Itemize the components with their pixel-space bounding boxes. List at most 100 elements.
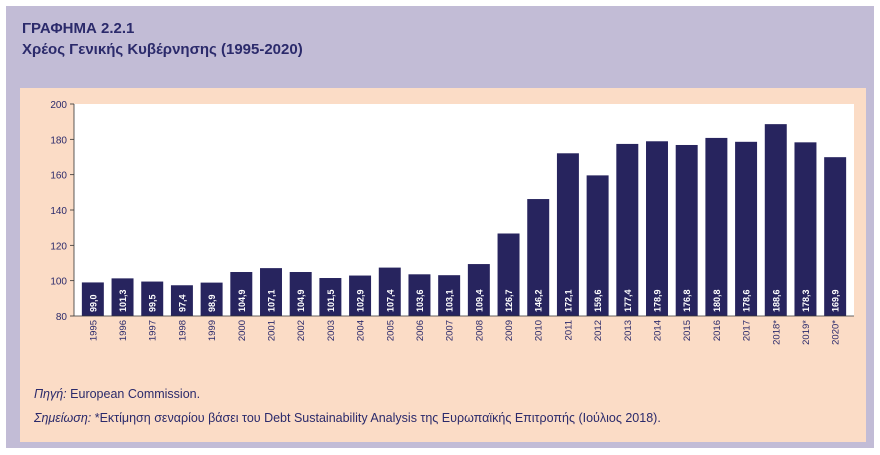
bar xyxy=(586,175,609,316)
figure-frame: ΓΡΑΦΗΜΑ 2.2.1 Χρέος Γενικής Κυβέρνησης (… xyxy=(6,6,874,448)
bar-value-label: 107,1 xyxy=(267,289,277,312)
bar-series: 99,0 101,3 99,5 97,4 98,9 104,9 107,1 104,9 101,… xyxy=(81,124,847,316)
x-tick-label: 1999 xyxy=(207,320,218,341)
bar-value-label: 107,4 xyxy=(385,289,395,312)
bar xyxy=(319,278,342,316)
x-tick-label: 2012 xyxy=(593,320,604,341)
x-tick-label: 2016 xyxy=(712,320,723,341)
source-note: Πηγή: European Commission. xyxy=(34,382,661,406)
bar-value-label: 99,5 xyxy=(148,294,158,312)
bar xyxy=(289,272,312,316)
x-tick-label: 1998 xyxy=(177,320,188,341)
bar-value-label: 101,3 xyxy=(118,289,128,312)
bar xyxy=(705,137,728,316)
figure-code: ΓΡΑΦΗΜΑ 2.2.1 xyxy=(22,20,135,37)
bar-value-label: 169,9 xyxy=(831,289,841,312)
footnote-text: *Εκτίμηση σεναρίου βάσει του Debt Sustai… xyxy=(94,411,661,425)
bar xyxy=(764,124,787,316)
bar-value-label: 102,9 xyxy=(356,289,366,312)
x-tick-label: 2006 xyxy=(415,320,426,341)
bar-value-label: 178,3 xyxy=(801,289,811,312)
bar xyxy=(349,275,372,316)
x-tick-label: 2013 xyxy=(623,320,634,341)
y-tick-label: 180 xyxy=(50,135,67,146)
x-tick-label: 2001 xyxy=(267,320,278,341)
bar-value-label: 109,4 xyxy=(474,289,484,312)
source-label: Πηγή: xyxy=(34,387,67,401)
bar-value-label: 178,6 xyxy=(742,289,752,312)
figure-heading: ΓΡΑΦΗΜΑ 2.2.1 Χρέος Γενικής Κυβέρνησης (… xyxy=(22,18,303,60)
bar-value-label: 177,4 xyxy=(623,289,633,312)
bar xyxy=(378,267,401,316)
figure-title: Χρέος Γενικής Κυβέρνησης (1995-2020) xyxy=(22,41,303,58)
bar-value-label: 180,8 xyxy=(712,289,722,312)
x-tick-label: 2000 xyxy=(237,320,248,341)
bar-value-label: 126,7 xyxy=(504,289,514,312)
bar xyxy=(141,281,164,316)
bar xyxy=(467,264,490,316)
x-tick-label: 1997 xyxy=(148,320,159,341)
bar xyxy=(824,157,847,316)
bar xyxy=(408,274,431,316)
x-tick-label: 2004 xyxy=(356,320,367,341)
y-tick-label: 80 xyxy=(56,312,68,323)
bar-value-label: 98,9 xyxy=(207,294,217,312)
x-tick-label: 2019* xyxy=(801,320,812,345)
bar xyxy=(438,275,461,316)
y-tick-label: 140 xyxy=(50,206,67,217)
bar xyxy=(111,278,134,316)
x-tick-label: 2018* xyxy=(771,320,782,345)
x-tick-label: 2020* xyxy=(831,320,842,345)
x-tick-label: 2014 xyxy=(653,320,664,341)
bar xyxy=(81,282,104,316)
bar-value-label: 172,1 xyxy=(563,289,573,312)
x-tick-label: 2007 xyxy=(445,320,456,341)
y-axis: 80 100 120 140 160 180 200 xyxy=(50,100,75,323)
y-tick-label: 100 xyxy=(50,277,67,288)
bar xyxy=(260,268,282,316)
bar xyxy=(170,285,193,316)
x-tick-label: 1995 xyxy=(88,320,99,341)
bar xyxy=(735,141,758,316)
bar-chart: 80 100 120 140 160 180 200 99,0 101,3 99,5 97,4 98… xyxy=(50,100,854,345)
chart-panel: 80 100 120 140 160 180 200 99,0 101,3 99,5 97,4 98… xyxy=(20,88,866,442)
x-tick-label: 2009 xyxy=(504,320,515,341)
y-tick-label: 200 xyxy=(50,100,67,111)
x-tick-label: 2011 xyxy=(563,320,574,340)
bar-value-label: 188,6 xyxy=(771,289,781,312)
x-tick-label: 2017 xyxy=(742,320,753,341)
bar-value-label: 146,2 xyxy=(534,289,544,312)
bar xyxy=(794,142,817,316)
bar-value-label: 103,1 xyxy=(445,289,455,312)
footnote-label: Σημείωση: xyxy=(34,411,92,425)
bar xyxy=(556,153,579,316)
x-tick-label: 2015 xyxy=(682,320,693,341)
bar xyxy=(527,199,550,316)
bar-value-label: 104,9 xyxy=(237,289,247,312)
bar-value-label: 103,6 xyxy=(415,289,425,312)
bar xyxy=(616,143,639,316)
bar xyxy=(497,233,520,316)
footnote: Σημείωση: *Εκτίμηση σεναρίου βάσει του D… xyxy=(34,406,661,430)
bar-value-label: 176,8 xyxy=(682,289,692,312)
x-tick-label: 2008 xyxy=(474,320,485,341)
bar-value-label: 104,9 xyxy=(296,289,306,312)
bar-value-label: 159,6 xyxy=(593,289,603,312)
bar xyxy=(646,141,668,316)
bar-value-label: 101,5 xyxy=(326,289,336,312)
bar-value-label: 178,9 xyxy=(653,289,663,312)
y-tick-label: 120 xyxy=(50,241,67,252)
x-tick-label: 2002 xyxy=(296,320,307,341)
x-tick-label: 2010 xyxy=(534,320,545,341)
x-axis: 1995 1996 1997 1998 1999 2000 2001 2002 2003 2004… xyxy=(74,315,854,345)
bar xyxy=(230,272,253,316)
bar-value-label: 99,0 xyxy=(88,294,98,312)
y-tick-label: 160 xyxy=(50,171,67,182)
source-text: European Commission. xyxy=(70,387,201,401)
bar xyxy=(675,144,698,316)
x-tick-label: 1996 xyxy=(118,320,129,341)
bar-value-label: 97,4 xyxy=(177,294,187,312)
bar xyxy=(200,282,223,316)
x-tick-label: 2003 xyxy=(326,320,337,341)
x-tick-label: 2005 xyxy=(385,320,396,341)
